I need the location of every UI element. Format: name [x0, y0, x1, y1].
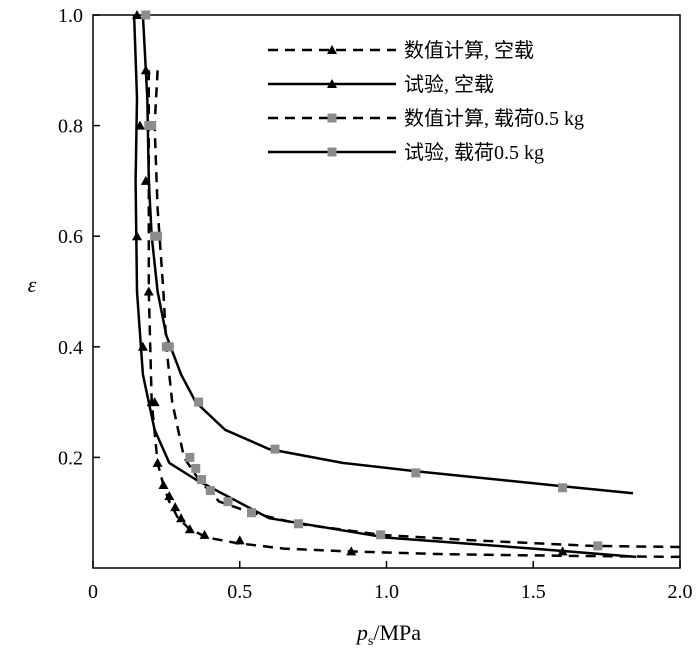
legend-marker — [327, 147, 337, 157]
square-marker — [558, 483, 568, 493]
triangle-marker — [137, 341, 148, 351]
x-tick-label: 2.0 — [668, 581, 693, 603]
y-tick-label: 1.0 — [58, 5, 83, 27]
square-marker — [150, 231, 160, 241]
triangle-marker — [199, 529, 210, 539]
square-marker — [270, 444, 280, 454]
y-tick-label: 0.2 — [58, 447, 83, 469]
legend-item: 数值计算, 空载 — [268, 39, 534, 62]
series-line — [132, 14, 637, 559]
triangle-marker — [143, 286, 154, 296]
triangle-marker — [132, 231, 143, 241]
y-tick-label: 0.4 — [58, 337, 83, 359]
square-marker — [593, 541, 603, 551]
square-marker — [141, 10, 151, 20]
square-marker — [205, 486, 215, 496]
x-axis-label-sub: s — [368, 634, 373, 649]
series-1 — [140, 65, 681, 559]
square-marker — [191, 463, 201, 473]
legend-marker — [327, 79, 337, 88]
triangle-marker — [176, 513, 187, 523]
series-2 — [132, 10, 637, 559]
x-tick-label: 0.5 — [227, 581, 252, 603]
triangle-marker — [134, 120, 145, 130]
triangle-marker — [158, 480, 169, 490]
series-4 — [141, 10, 634, 495]
y-axis-label: ε — [28, 272, 37, 297]
legend-label: 数值计算, 空载 — [404, 39, 534, 62]
legend-item: 试验, 载荷0.5 kg — [268, 141, 544, 164]
x-axis-label: ps/MPa — [355, 620, 421, 649]
square-marker — [411, 468, 421, 478]
square-marker — [293, 519, 303, 529]
triangle-marker — [184, 524, 195, 534]
legend-label: 试验, 空载 — [404, 73, 494, 96]
series-layer — [132, 10, 681, 559]
legend-item: 数值计算, 载荷0.5 kg — [268, 107, 584, 130]
axis-ticks: 0 0.5 1.0 1.5 2.0 0.2 0.4 0.6 0.8 1.0 — [58, 5, 693, 603]
x-tick-label: 1.5 — [521, 581, 546, 603]
square-marker — [197, 475, 207, 485]
x-tick-label: 0 — [88, 581, 98, 603]
legend-label: 试验, 载荷0.5 kg — [404, 141, 544, 164]
series-line — [147, 70, 681, 559]
x-axis-label-var: p — [355, 620, 368, 645]
square-marker — [223, 497, 233, 507]
triangle-marker — [132, 10, 143, 19]
legend-marker — [327, 113, 337, 123]
plot-frame — [92, 14, 681, 569]
legend-marker — [327, 45, 337, 54]
triangle-marker — [164, 491, 175, 501]
square-marker — [144, 121, 154, 131]
triangle-marker — [149, 397, 160, 407]
square-marker — [194, 397, 204, 407]
legend-item: 试验, 空载 — [268, 73, 494, 96]
y-tick-label: 0.8 — [58, 116, 83, 138]
y-tick-label: 0.6 — [58, 226, 83, 248]
square-marker — [185, 452, 195, 462]
x-axis-label-unit: /MPa — [373, 620, 421, 645]
square-marker — [246, 508, 256, 518]
series-line — [141, 14, 634, 495]
triangle-marker — [152, 457, 163, 467]
triangle-marker — [170, 502, 181, 512]
x-tick-label: 1.0 — [374, 581, 399, 603]
triangle-marker — [346, 546, 357, 556]
square-marker — [164, 342, 174, 352]
legend-label: 数值计算, 载荷0.5 kg — [404, 107, 584, 130]
triangle-marker — [234, 535, 245, 545]
square-marker — [376, 530, 386, 540]
